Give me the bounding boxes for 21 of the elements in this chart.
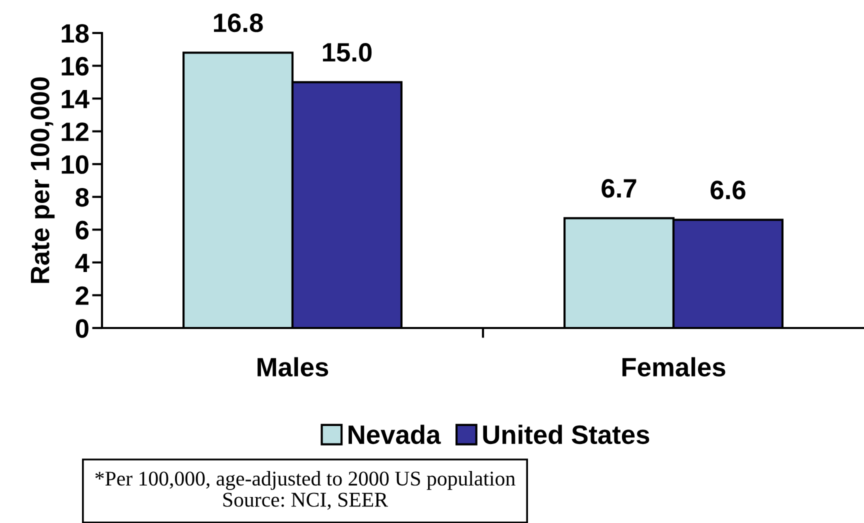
- legend-label: Nevada: [348, 424, 441, 444]
- y-tick-label: 14: [62, 90, 90, 108]
- x-tick-label: Females: [622, 357, 726, 377]
- y-tick-label: 0: [76, 319, 88, 338]
- y-tick-label: 10: [62, 155, 88, 174]
- y-tick-label: 16: [62, 56, 89, 76]
- y-tick-label: 4: [75, 254, 90, 272]
- data-label: 6.7: [602, 179, 636, 198]
- data-label: 6.6: [710, 180, 746, 200]
- y-tick-label: 18: [62, 24, 89, 43]
- y-tick-label: 6: [76, 220, 89, 240]
- y-axis-title: Rate per 100,000: [30, 77, 55, 283]
- legend-label: United States: [483, 424, 650, 444]
- y-tick-label: 12: [62, 122, 88, 141]
- data-label: 15.0: [322, 42, 372, 62]
- y-tick-label: 2: [76, 286, 88, 305]
- x-tick-label: Males: [258, 357, 328, 377]
- data-label: 16.8: [214, 13, 263, 32]
- text: *Per 100,000, age-adjusted to 2000 US population: [95, 471, 516, 490]
- y-tick-label: 8: [76, 188, 89, 207]
- source-note: Source: NCI, SEER: [223, 492, 388, 510]
